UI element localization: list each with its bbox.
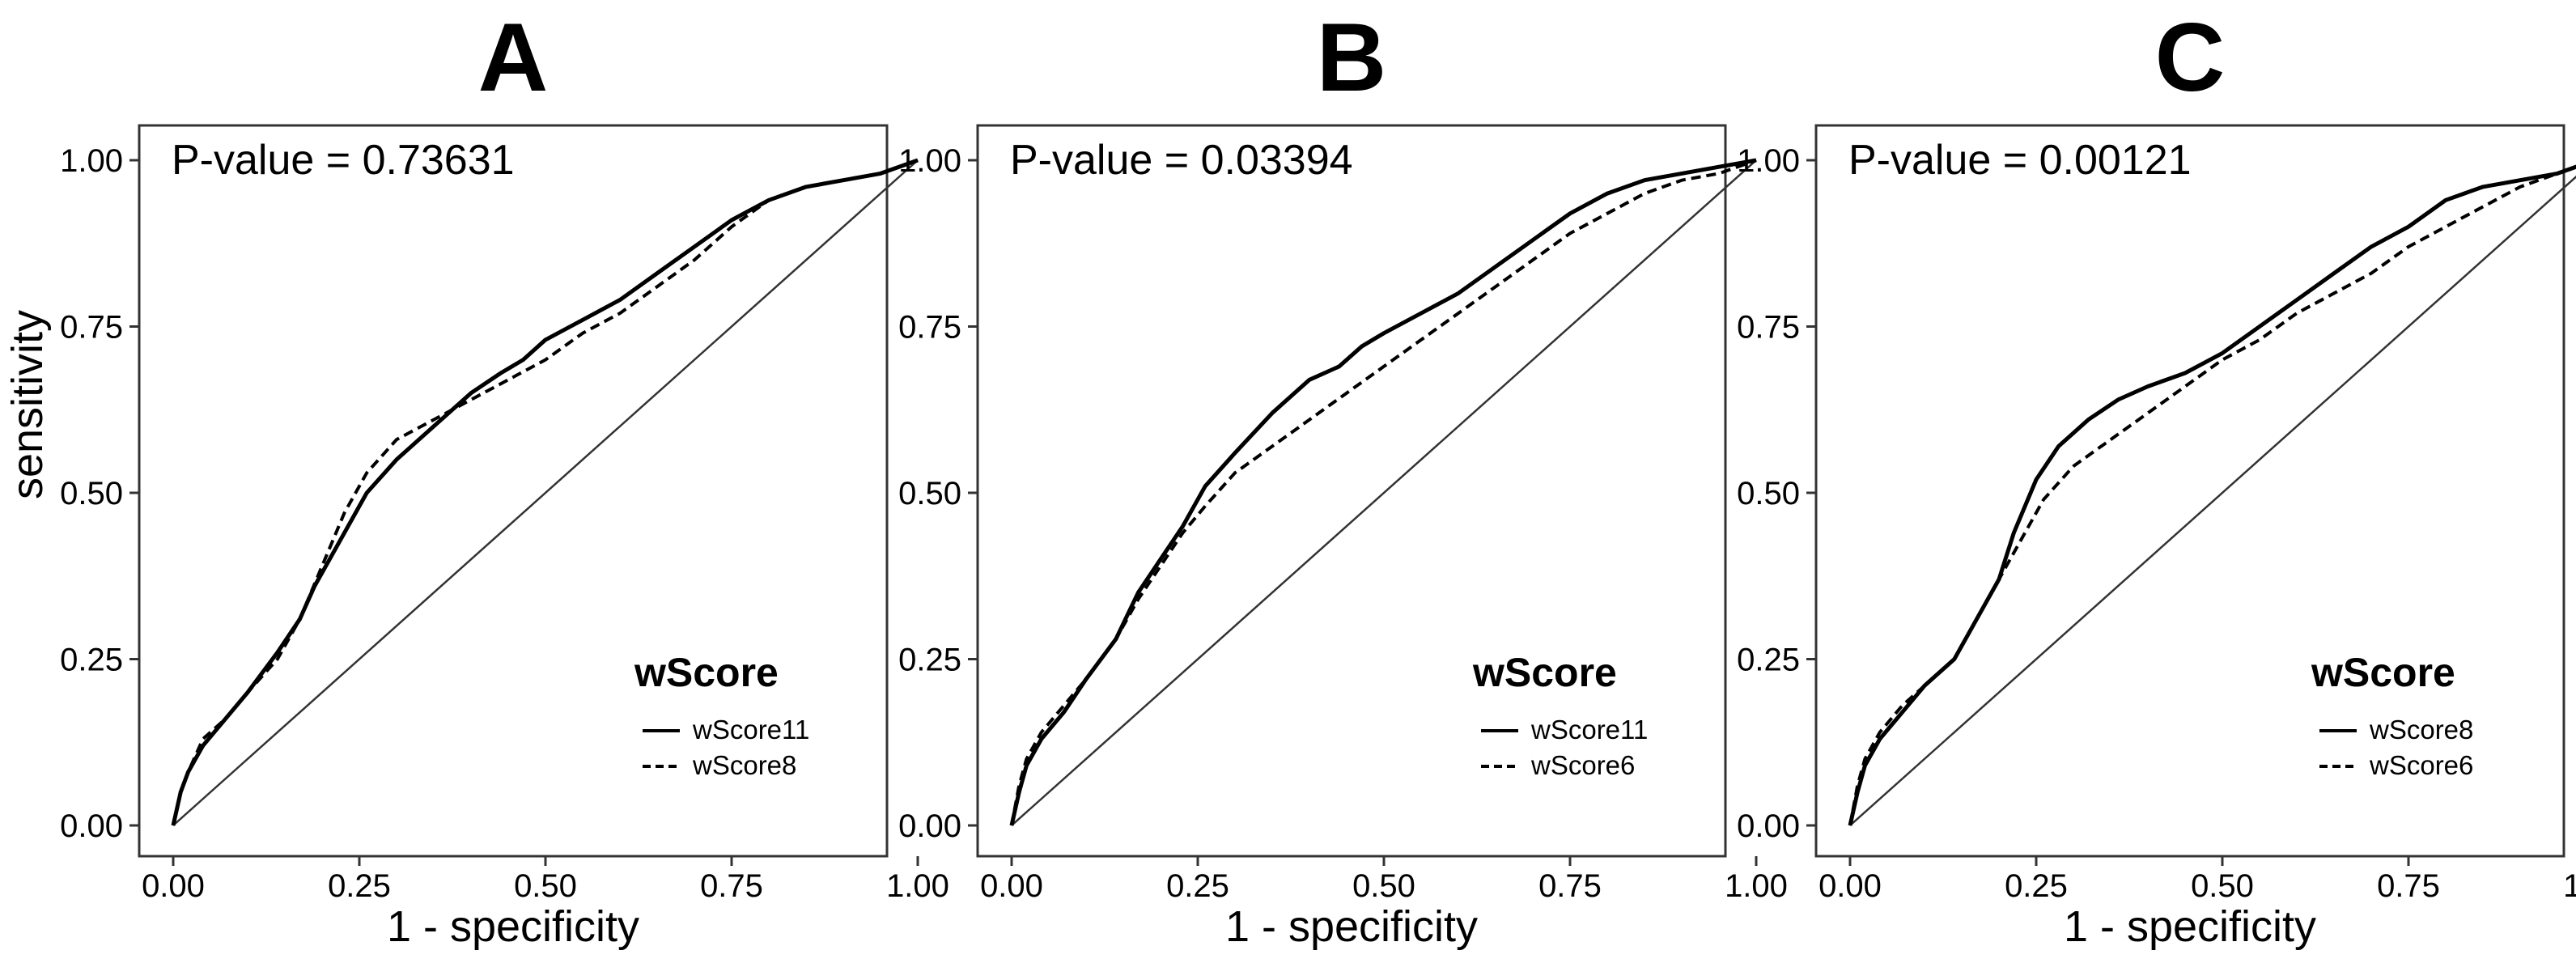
y-tick-label: 0.00 [898, 808, 961, 844]
y-tick-label: 0.25 [60, 643, 123, 678]
legend-title-3: wScore [2311, 650, 2455, 695]
legend-title-1: wScore [634, 650, 779, 695]
x-tick-label: 1.00 [1725, 868, 1788, 904]
y-tick-label: 0.50 [898, 476, 961, 511]
x-tick-label: 0.00 [1818, 868, 1882, 904]
x-tick-label: 0.00 [142, 868, 205, 904]
y-tick-label: 0.75 [898, 310, 961, 346]
legend-label-wscore8-1: wScore8 [692, 750, 796, 780]
x-tick-label: 0.50 [1352, 868, 1415, 904]
x-tick-label: 0.25 [1166, 868, 1229, 904]
y-tick-label: 0.75 [60, 310, 123, 346]
legend-label-wscore8-3: wScore8 [2369, 715, 2473, 745]
y-tick-label: 0.25 [898, 643, 961, 678]
x-axis-title-1: 1 - specificity [387, 902, 639, 951]
roc-curve-wscore11-1 [171, 158, 919, 826]
x-tick-label: 1.00 [2563, 868, 2576, 904]
legend-label-wscore6-3: wScore6 [2369, 750, 2473, 780]
y-tick-label: 1.00 [60, 143, 123, 179]
y-tick-label: 0.00 [1737, 808, 1800, 844]
roc-curve-wscore11-2 [1009, 158, 1757, 826]
legend-label-wscore11-1: wScore11 [692, 715, 809, 745]
x-tick-label: 0.75 [1538, 868, 1602, 904]
plot-frame-3 [1814, 124, 2565, 858]
x-tick-label: 0.75 [700, 868, 763, 904]
x-tick-label: 0.25 [2005, 868, 2068, 904]
y-tick-label: 0.00 [60, 808, 123, 844]
x-axis-title-2: 1 - specificity [1225, 902, 1478, 951]
roc-curve-wscore8-3 [1848, 164, 2576, 826]
y-tick-label: 0.50 [60, 476, 123, 511]
p-value-annotation-1: P-value = 0.73631 [172, 137, 515, 184]
reference-diagonal-2 [1011, 159, 1757, 826]
x-tick-label: 1.00 [886, 868, 949, 904]
y-tick-label: 0.25 [1737, 643, 1800, 678]
roc-curve-wscore6-3 [1848, 165, 2576, 826]
y-tick-label: 1.00 [898, 143, 961, 179]
legend-label-wscore6-2: wScore6 [1530, 750, 1635, 780]
panel-letter-b: B [1317, 3, 1387, 112]
y-tick-label: 0.50 [1737, 476, 1800, 511]
p-value-annotation-3: P-value = 0.00121 [1848, 137, 2192, 184]
shared-y-axis-title: sensitivity [3, 310, 52, 499]
roc-curve-wscore6-2 [1010, 159, 1757, 826]
reference-diagonal-3 [1849, 175, 2576, 826]
y-tick-label: 0.75 [1737, 310, 1800, 346]
x-tick-label: 0.50 [514, 868, 577, 904]
x-tick-label: 0.75 [2377, 868, 2440, 904]
plot-frame-2 [976, 124, 1727, 858]
roc-curve-wscore8-1 [172, 159, 919, 826]
y-tick-label: 1.00 [1737, 143, 1800, 179]
plot-frame-1 [138, 124, 889, 858]
reference-diagonal-1 [172, 159, 919, 826]
legend-label-wscore11-2: wScore11 [1530, 715, 1648, 745]
panel-letter-c: C [2155, 3, 2226, 112]
x-tick-label: 0.25 [328, 868, 391, 904]
panel-letter-a: A [478, 3, 549, 112]
x-tick-label: 0.00 [980, 868, 1043, 904]
x-tick-label: 0.50 [2191, 868, 2254, 904]
x-axis-title-3: 1 - specificity [2064, 902, 2316, 951]
legend-title-2: wScore [1472, 650, 1617, 695]
p-value-annotation-2: P-value = 0.03394 [1010, 137, 1353, 184]
